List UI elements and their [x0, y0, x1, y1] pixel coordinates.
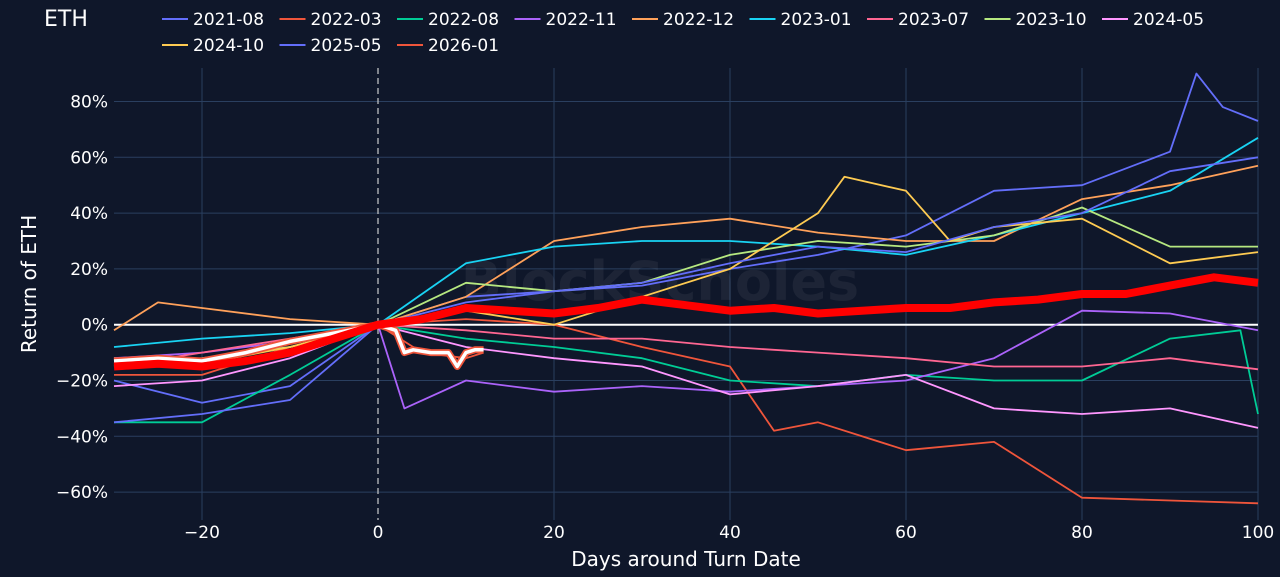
legend-entry[interactable]: 2022-03 — [311, 10, 382, 30]
x-axis-title: Days around Turn Date — [571, 547, 801, 571]
legend-entry[interactable]: 2021-08 — [193, 10, 264, 30]
x-tick-label: 60 — [895, 523, 917, 543]
series-line-2025-05 — [113, 156, 1259, 424]
x-tick-label: −20 — [184, 523, 220, 543]
series-line-2023-01 — [113, 137, 1259, 348]
y-tick-label: 20% — [70, 260, 108, 280]
series-line-2022-12 — [113, 164, 1259, 332]
y-tick-label: −40% — [56, 427, 108, 447]
x-tick-label: 40 — [719, 523, 741, 543]
legend-entry[interactable]: 2026-01 — [428, 36, 499, 56]
legend-entry[interactable]: 2022-11 — [546, 10, 617, 30]
legend: 2021-08 2022-03 2022-08 2022-11 2022-12 2023-… — [162, 10, 1204, 56]
y-tick-label: 40% — [70, 204, 108, 224]
y-tick-label: 60% — [70, 148, 108, 168]
legend-entry[interactable]: 2022-08 — [428, 10, 499, 30]
y-axis-title: Return of ETH — [17, 215, 41, 353]
y-tick-label: −20% — [56, 371, 108, 391]
series-lines — [113, 72, 1259, 505]
x-tick-label: 0 — [373, 523, 384, 543]
y-tick-label: 80% — [70, 92, 108, 112]
x-tick-label: 20 — [543, 523, 565, 543]
series-line-2021-08 — [113, 72, 1259, 404]
x-tick-label: 80 — [1071, 523, 1093, 543]
legend-entry[interactable]: 2023-01 — [781, 10, 852, 30]
highlight-line — [113, 322, 484, 369]
chart-title: ETH — [44, 7, 88, 32]
series-line-2024-05 — [113, 323, 1259, 429]
y-tick-label: 0% — [81, 316, 108, 336]
legend-entry[interactable]: 2023-07 — [898, 10, 969, 30]
legend-entry[interactable]: 2023-10 — [1016, 10, 1087, 30]
y-tick-label: −60% — [56, 483, 108, 503]
legend-entry[interactable]: 2022-12 — [663, 10, 734, 30]
mean-line — [113, 273, 1259, 371]
x-tick-label: 100 — [1242, 523, 1274, 543]
legend-entry[interactable]: 2024-05 — [1133, 10, 1204, 30]
legend-entry[interactable]: 2025-05 — [311, 36, 382, 56]
tick-labels: −20 0 20 40 60 80 100 −60% −40% −20% 0% 20% 40% 60% 80… — [56, 92, 1274, 543]
series-line-2022-08 — [114, 323, 1259, 424]
legend-entry[interactable]: 2024-10 — [193, 36, 264, 56]
